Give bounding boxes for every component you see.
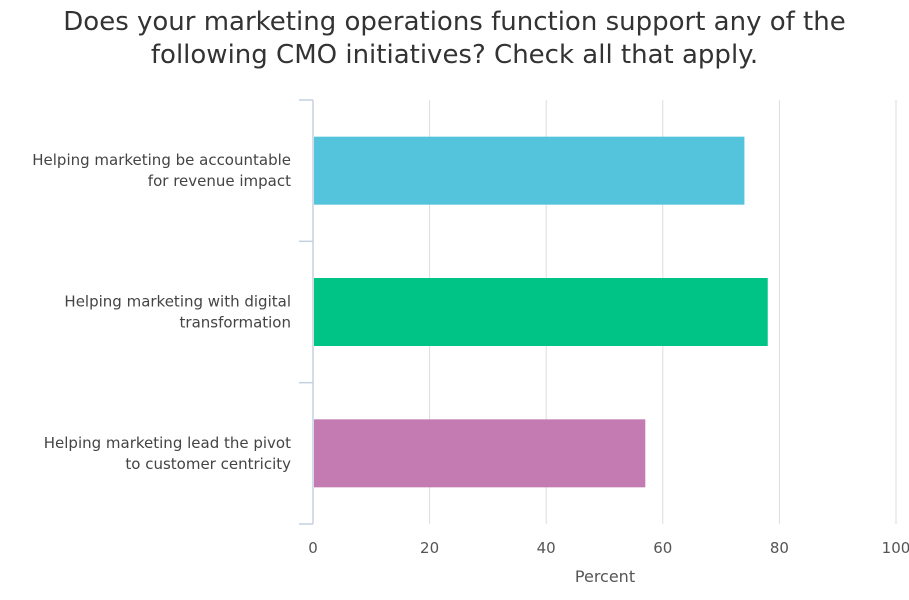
chart-title-line-2: following CMO initiatives? Check all tha… (150, 40, 759, 70)
category-label-line: transformation (180, 314, 291, 332)
x-tick-labels: 0 20 40 60 80 100 (308, 539, 909, 557)
x-tick-label: 60 (653, 539, 672, 557)
category-label-line: Helping marketing with digital (64, 293, 291, 311)
category-label-line: for revenue impact (148, 172, 291, 190)
x-tick-label: 80 (770, 539, 789, 557)
category-label-line: Helping marketing lead the pivot (44, 434, 291, 452)
category-label-line: to customer centricity (125, 455, 291, 473)
x-tick-label: 100 (882, 539, 909, 557)
bar (314, 278, 768, 346)
bar (314, 419, 646, 488)
category-label: Helping marketing be accountable for reve… (32, 151, 291, 190)
chart-title-line-1: Does your marketing operations function … (63, 7, 846, 37)
x-tick-label: 0 (308, 539, 318, 557)
chart-title: Does your marketing operations function … (0, 6, 909, 72)
bar (314, 136, 745, 205)
x-axis-title: Percent (575, 567, 635, 586)
category-label-line: Helping marketing be accountable (32, 151, 291, 169)
category-label: Helping marketing with digital transforma… (64, 293, 291, 332)
bars (314, 136, 768, 488)
x-tick-label: 40 (537, 539, 556, 557)
category-label: Helping marketing lead the pivot to custo… (44, 434, 291, 473)
category-labels: Helping marketing be accountable for reve… (32, 151, 291, 473)
y-axis (299, 99, 314, 525)
x-tick-label: 20 (420, 539, 439, 557)
